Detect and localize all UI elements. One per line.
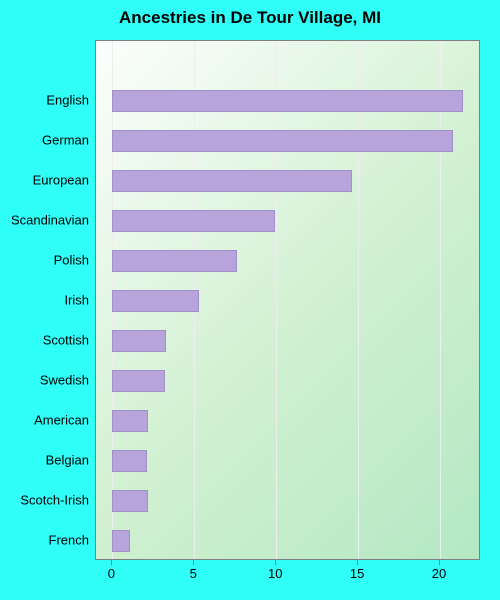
bar [112,210,274,232]
bar [112,530,130,552]
chart-title: Ancestries in De Tour Village, MI [0,8,500,28]
x-tick-mark [357,560,358,565]
gridline [358,41,359,559]
bar [112,370,164,392]
y-tick-label: Scottish [0,333,95,348]
bar [112,290,199,312]
x-tick-mark [439,560,440,565]
y-tick-label: Polish [0,253,95,268]
y-tick-label: English [0,93,95,108]
y-tick-label: German [0,133,95,148]
y-tick-label: Irish [0,293,95,308]
y-tick-label: Scotch-Irish [0,493,95,508]
bar [112,410,148,432]
x-tick-label: 0 [108,566,115,581]
x-tick-label: 10 [268,566,282,581]
x-tick-label: 15 [350,566,364,581]
x-tick-mark [193,560,194,565]
gridline [440,41,441,559]
bar [112,130,453,152]
x-tick-mark [111,560,112,565]
bar [112,450,146,472]
bar [112,170,351,192]
x-tick-label: 20 [432,566,446,581]
plot-area [95,40,480,560]
bar [112,490,148,512]
bar [112,330,166,352]
x-tick-mark [275,560,276,565]
y-tick-label: French [0,533,95,548]
y-tick-label: American [0,413,95,428]
chart-container: Ancestries in De Tour Village, MI City-D… [0,0,500,600]
bar [112,90,463,112]
y-tick-label: Scandinavian [0,213,95,228]
y-tick-label: European [0,173,95,188]
gridline [276,41,277,559]
y-tick-label: Swedish [0,373,95,388]
bar [112,250,237,272]
y-tick-label: Belgian [0,453,95,468]
x-tick-label: 5 [190,566,197,581]
